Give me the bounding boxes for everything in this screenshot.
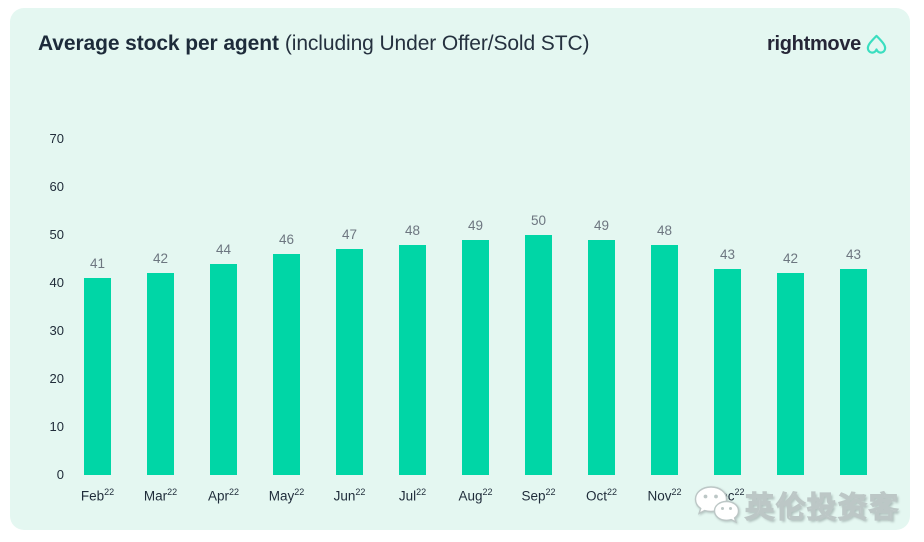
bar-column: 43 (714, 139, 741, 475)
y-axis-tick: 20 (49, 371, 64, 386)
bar-value-label: 44 (215, 241, 232, 257)
bar-value-label: 48 (404, 222, 421, 238)
chart-card: Average stock per agent (including Under … (10, 8, 910, 530)
bar-column: 48 (651, 139, 678, 475)
bar-value-label: 41 (89, 256, 106, 272)
bar-column: 49 (588, 139, 615, 475)
x-axis-label: Aug22 (458, 487, 493, 504)
bar-column: 48 (399, 139, 426, 475)
bar-column: 46 (273, 139, 300, 475)
x-axis-label: Apr22 (207, 487, 240, 504)
bar (588, 239, 615, 475)
y-axis-tick: 40 (49, 275, 64, 290)
bar (273, 254, 300, 475)
x-axis-label: Jul22 (398, 487, 427, 504)
bar (525, 235, 552, 475)
x-axis-label: Oct22 (585, 487, 618, 504)
chart-title: Average stock per agent (including Under … (38, 32, 590, 56)
x-axis-label: Feb22 (80, 487, 115, 504)
chart-title-main: Average stock per agent (38, 32, 279, 55)
wechat-icon (693, 484, 739, 526)
bar-value-label: 47 (341, 227, 358, 243)
bar-column: 44 (210, 139, 237, 475)
bar-value-label: 50 (530, 213, 547, 228)
chart-title-subtitle: (including Under Offer/Sold STC) (284, 32, 590, 55)
bar (714, 268, 741, 475)
bar-column: 50 (525, 139, 552, 475)
bar-chart: 70 60 50 40 30 20 10 0 41 42 44 46 47 48… (20, 131, 900, 504)
watermark-text: 英伦投资客 (744, 491, 900, 524)
bars-row: 41 42 44 46 47 48 49 50 49 48 43 42 43 (84, 139, 867, 475)
chart-header: Average stock per agent (including Under … (38, 32, 888, 56)
y-axis-tick: 30 (49, 323, 64, 338)
x-axis-label: May22 (268, 487, 305, 504)
bar (399, 244, 426, 475)
x-axis-label: Nov22 (647, 487, 682, 504)
rightmove-house-icon (865, 33, 888, 56)
x-axis-label: Jun22 (333, 487, 366, 504)
bar (147, 273, 174, 475)
bar (651, 244, 678, 475)
x-axis-label: Sep22 (521, 487, 556, 504)
bar (777, 273, 804, 475)
watermark: 英伦投资客 (693, 484, 900, 526)
y-axis-tick: 10 (49, 419, 64, 434)
bar-value-label: 49 (467, 217, 484, 233)
bar (462, 239, 489, 475)
bar-value-label: 49 (593, 217, 610, 233)
y-axis-tick: 50 (49, 227, 64, 242)
y-axis-tick: 0 (56, 467, 64, 482)
bar (336, 249, 363, 475)
bar (840, 268, 867, 475)
bar-column: 49 (462, 139, 489, 475)
y-axis-tick: 70 (49, 131, 64, 146)
bar-value-label: 42 (152, 251, 169, 267)
bar-value-label: 43 (719, 246, 736, 262)
bar (84, 278, 111, 475)
x-axis-label: Mar22 (143, 487, 178, 504)
bar-value-label: 42 (782, 251, 799, 267)
bar-column: 42 (147, 139, 174, 475)
bar (210, 263, 237, 475)
rightmove-logo: rightmove (767, 33, 888, 56)
bar-value-label: 48 (656, 222, 673, 238)
bar-column: 43 (840, 139, 867, 475)
bar-value-label: 43 (845, 246, 862, 262)
x-axis: Feb22 Mar22 Apr22 May22 Jun22 Jul22 Aug2… (66, 487, 885, 504)
rightmove-logo-text: rightmove (767, 32, 861, 55)
bar-value-label: 46 (278, 232, 295, 248)
bar-column: 41 (84, 139, 111, 475)
y-axis-tick: 60 (49, 179, 64, 194)
bar-column: 47 (336, 139, 363, 475)
bar-column: 42 (777, 139, 804, 475)
